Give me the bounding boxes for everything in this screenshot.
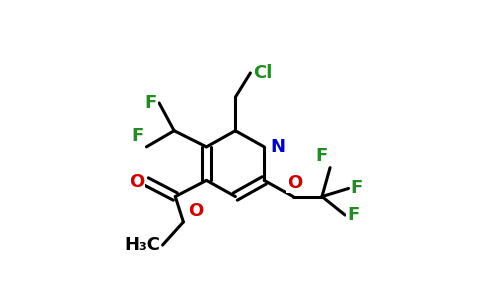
Text: Cl: Cl (253, 64, 272, 82)
Text: O: O (287, 174, 302, 192)
Text: F: F (348, 206, 360, 224)
Text: H₃C: H₃C (124, 236, 160, 254)
Text: N: N (270, 138, 285, 156)
Text: O: O (188, 202, 203, 220)
Text: F: F (132, 127, 144, 145)
Text: O: O (129, 172, 144, 190)
Text: F: F (145, 94, 157, 112)
Text: F: F (316, 147, 328, 165)
Text: F: F (351, 179, 363, 197)
